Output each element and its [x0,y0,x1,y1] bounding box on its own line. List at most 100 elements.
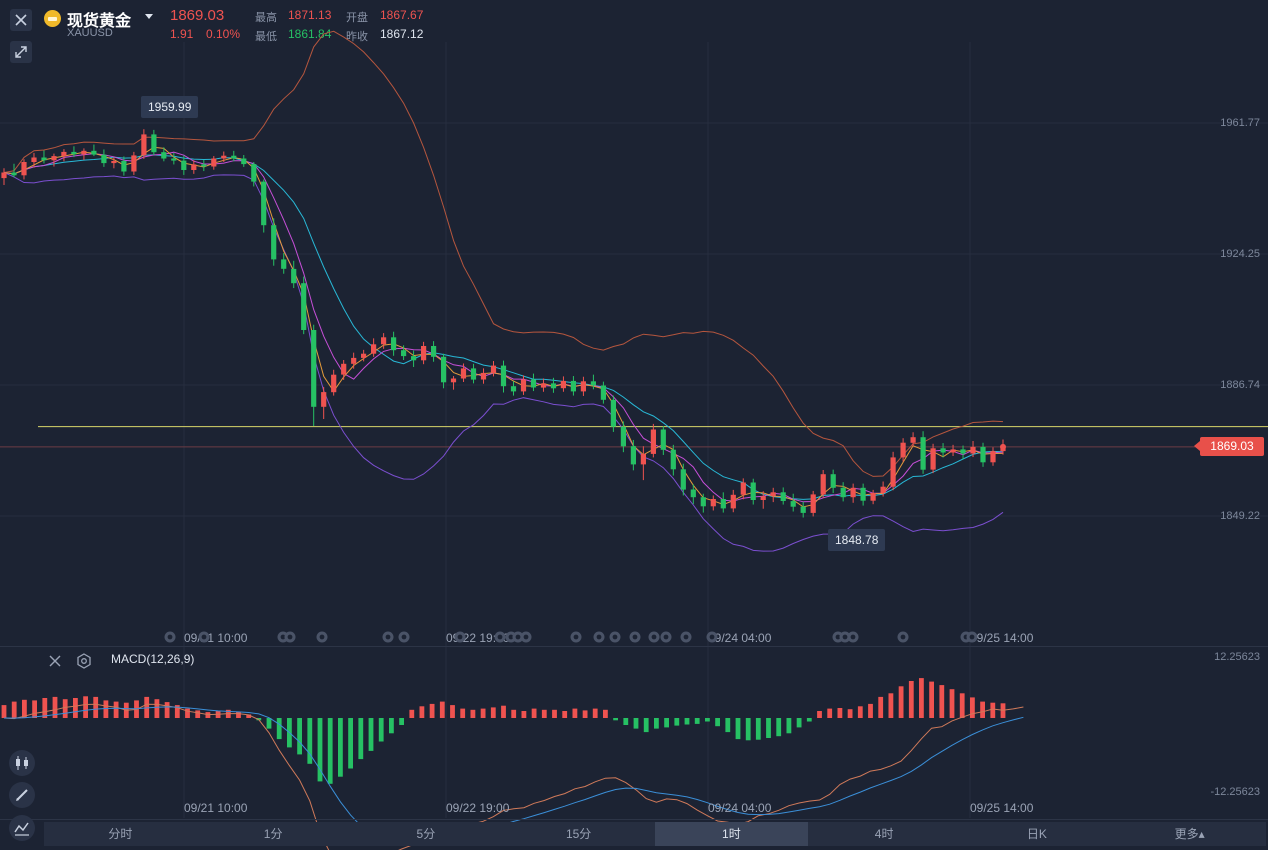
close-button[interactable] [10,9,32,31]
candle [500,360,507,393]
candle-body [311,330,317,407]
tab-timeline[interactable]: 分时 [108,827,133,841]
event-marker-center [201,634,207,640]
candle [411,350,417,367]
candle [490,361,497,377]
macd-bar [11,701,17,718]
macd-bar [674,718,680,726]
macd-bar [419,706,425,718]
candle [181,155,187,175]
candle [121,156,127,176]
candle [381,333,387,349]
candle [860,483,866,506]
event-marker-center [612,634,618,640]
candle [700,493,706,513]
candle [61,149,67,162]
candle [11,163,17,178]
symbol-name[interactable]: 现货黄金 [67,13,132,30]
candle-body [750,482,756,500]
candle-body [141,134,147,156]
candle [890,451,896,491]
close-macd-button[interactable] [45,651,65,671]
macd-bar [582,710,588,718]
macd-bar [103,700,109,718]
candle-body [51,156,57,161]
candle-body [530,379,537,388]
event-marker [454,631,466,643]
macd-bar [480,708,486,718]
candle [301,276,307,335]
candle-body [940,448,946,453]
event-marker-center [167,634,173,640]
candle-body [790,501,796,507]
candle [540,378,547,392]
event-markers[interactable] [0,628,1268,648]
event-marker-center [497,634,503,640]
candle-body [910,437,916,443]
candle-body [211,158,217,167]
candle [940,443,946,458]
draw-tool-button[interactable] [9,782,35,808]
macd-bar [195,710,201,718]
candle [431,341,437,362]
candle [840,482,846,502]
macd-bar [592,708,598,718]
candle [920,431,926,474]
event-marker-center [683,634,689,640]
candle [31,152,37,168]
candle-body [630,446,636,465]
candle [261,179,267,233]
macd-bar [623,718,629,725]
candle [520,375,527,395]
candle-body [321,392,327,407]
event-marker [847,631,859,643]
macd-bar [338,718,343,777]
macd-bar [389,718,394,734]
macd-date-label: 09/21 10:00 [184,801,248,815]
tab-15min[interactable]: 15分 [565,827,592,841]
candle [331,369,337,396]
macd-bar [378,718,384,742]
candle [311,324,317,426]
open-label: 开盘 [346,12,368,24]
macd-bar [52,696,58,718]
tab-4hour[interactable]: 4时 [874,827,894,841]
candle [510,381,517,396]
tab-5min[interactable]: 5分 [416,827,436,841]
candle [990,447,996,466]
candle [191,160,197,174]
expand-button[interactable] [10,41,32,63]
chevron-down-icon[interactable] [145,14,153,19]
candle [900,438,906,462]
candle-body [181,160,187,170]
candle-body [590,381,596,386]
candle-body [840,487,846,498]
candle-body [560,380,566,389]
candle-body [151,134,157,153]
tab-more[interactable]: 更多▴ [1174,827,1205,841]
close-icon [49,655,61,667]
event-marker-center [280,634,286,640]
symbol-code: XAUUSD [67,27,113,39]
current-price-tag: 1869.03 [1194,437,1264,456]
candle-type-button[interactable] [9,750,35,776]
candle-body [730,494,736,509]
macd-bar [980,701,985,718]
macd-bar [868,703,873,718]
tab-1hour[interactable]: 1时 [655,822,808,846]
expand-icon [15,46,27,58]
tab-daily[interactable]: 日K [1026,827,1047,841]
event-marker [284,631,296,643]
macd-bar [562,711,568,718]
macd-settings-button[interactable] [74,651,94,671]
macd-bar [348,718,353,769]
event-marker [593,631,605,643]
candle-body [91,150,97,155]
indicator-button[interactable] [9,815,35,841]
candle-body [251,164,257,182]
pane-divider [0,819,1268,820]
candle-body [980,446,986,463]
tab-1min[interactable]: 1分 [263,827,283,841]
candle [401,345,407,360]
